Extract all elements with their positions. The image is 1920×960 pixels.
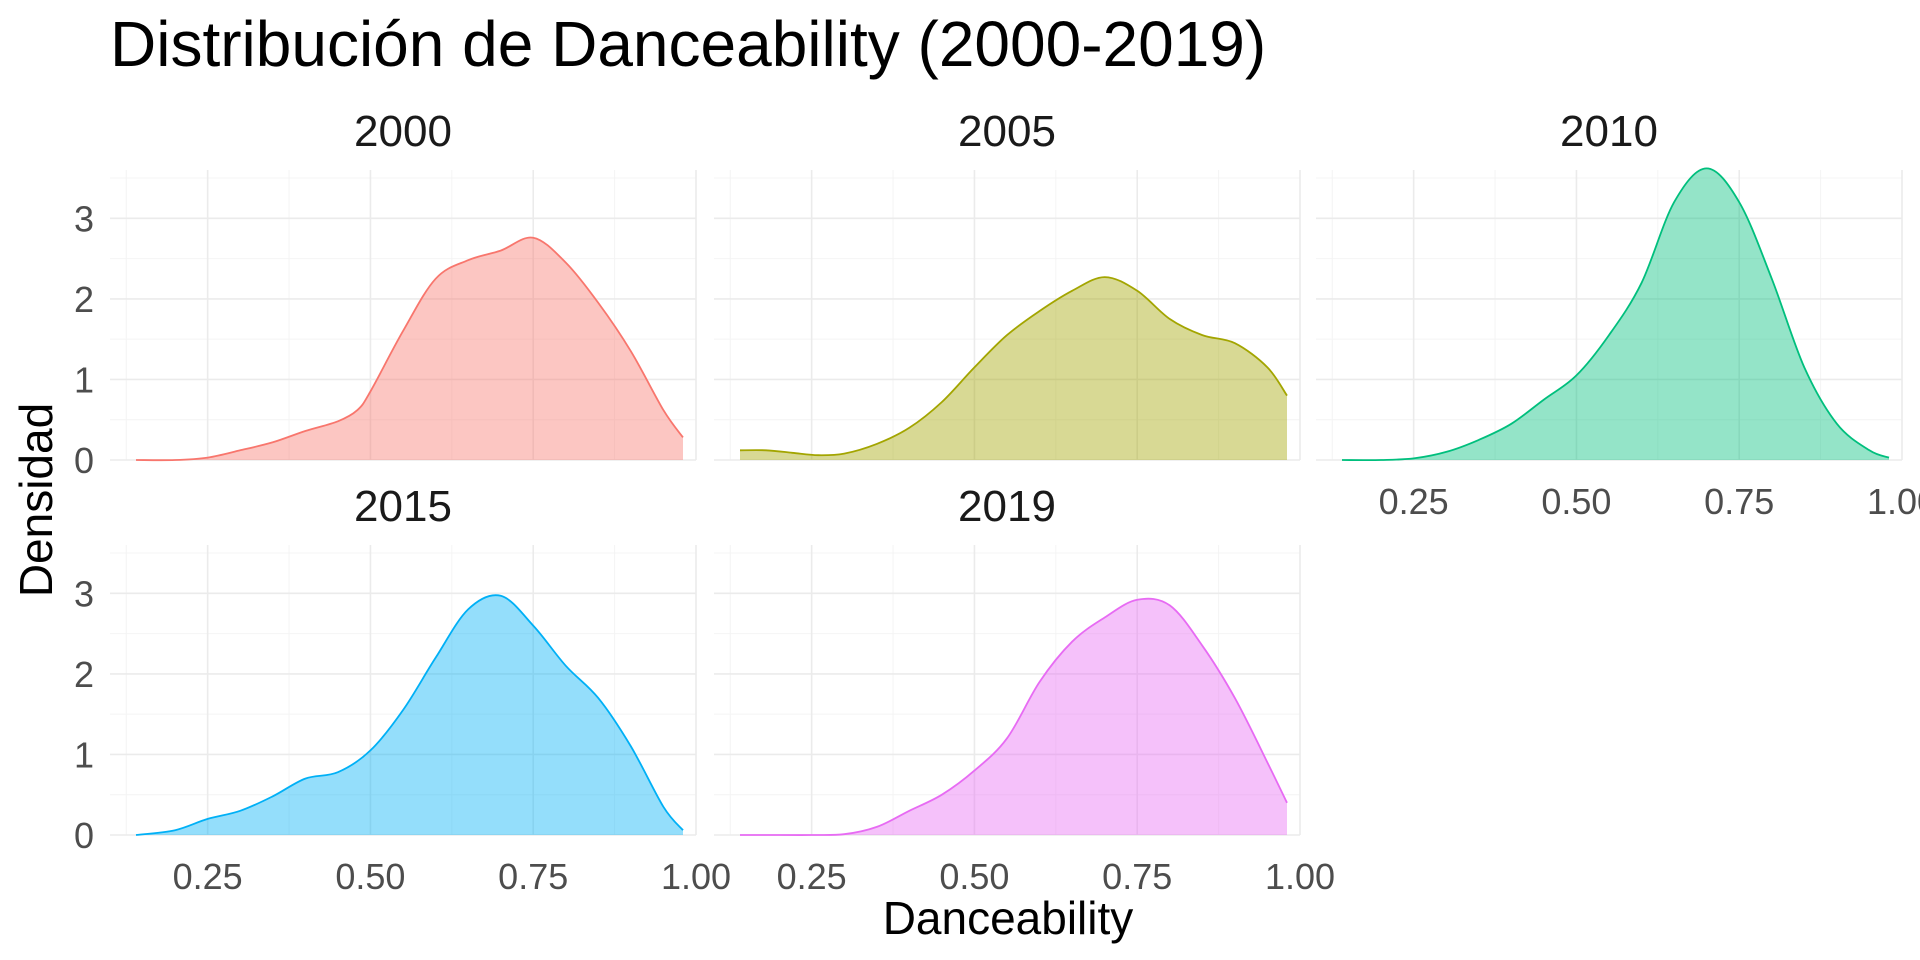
x-tick-label: 0.25 <box>173 856 243 897</box>
x-tick-label: 1.00 <box>661 856 731 897</box>
facet-panel-2005: 2005 <box>714 107 1301 461</box>
y-tick-label: 1 <box>74 359 94 400</box>
facet-label-2005: 2005 <box>958 107 1056 156</box>
facet-label-2000: 2000 <box>354 107 452 156</box>
y-tick-label: 3 <box>74 198 94 239</box>
density-line-2000 <box>135 236 684 462</box>
y-tick-label: 0 <box>74 440 94 481</box>
density-area-2000 <box>136 237 683 461</box>
density-line-2015 <box>135 594 684 836</box>
x-tick-label: 0.50 <box>1541 481 1611 522</box>
x-tick-label: 0.75 <box>1704 481 1774 522</box>
facet-panel-2000: 2000 0 1 2 3 <box>74 107 697 481</box>
facet-panel-2019: 2019 0.25 0.50 0.75 1.00 <box>714 482 1335 897</box>
x-tick-label: 0.50 <box>335 856 405 897</box>
y-tick-label: 1 <box>74 734 94 775</box>
density-line-2005 <box>739 276 1288 457</box>
density-line-2019 <box>739 597 1288 836</box>
facet-label-2019: 2019 <box>958 482 1056 531</box>
density-area-2019 <box>740 598 1287 836</box>
density-area-2015 <box>136 595 683 835</box>
facet-panels: 2000 0 1 2 3 2005 2010 0.25 0.50 0.75 1.00 2015 0 1 2 3… <box>74 107 1920 897</box>
facet-panel-2015: 2015 0 1 2 3 0.25 0.50 0.75 1.00 <box>74 482 731 897</box>
y-tick-label: 2 <box>74 279 94 320</box>
x-tick-label: 0.25 <box>1379 481 1449 522</box>
x-tick-label: 0.50 <box>939 856 1009 897</box>
x-tick-label: 0.75 <box>498 856 568 897</box>
x-tick-label: 1.00 <box>1867 481 1920 522</box>
facet-panel-2010: 2010 0.25 0.50 0.75 1.00 <box>1316 107 1920 522</box>
x-tick-label: 0.25 <box>777 856 847 897</box>
y-tick-label: 0 <box>74 815 94 856</box>
y-tick-label: 2 <box>74 654 94 695</box>
x-tick-label: 0.75 <box>1102 856 1172 897</box>
y-tick-label: 3 <box>74 573 94 614</box>
y-axis-title: Densidad <box>10 403 62 597</box>
density-area-2010 <box>1342 168 1889 461</box>
density-area-2005 <box>740 277 1287 460</box>
x-tick-label: 1.00 <box>1265 856 1335 897</box>
density-line-2010 <box>1341 167 1890 462</box>
facet-label-2010: 2010 <box>1560 107 1658 156</box>
x-axis-title: Danceability <box>883 892 1134 944</box>
facet-label-2015: 2015 <box>354 482 452 531</box>
chart-title: Distribución de Danceability (2000-2019) <box>110 8 1266 80</box>
